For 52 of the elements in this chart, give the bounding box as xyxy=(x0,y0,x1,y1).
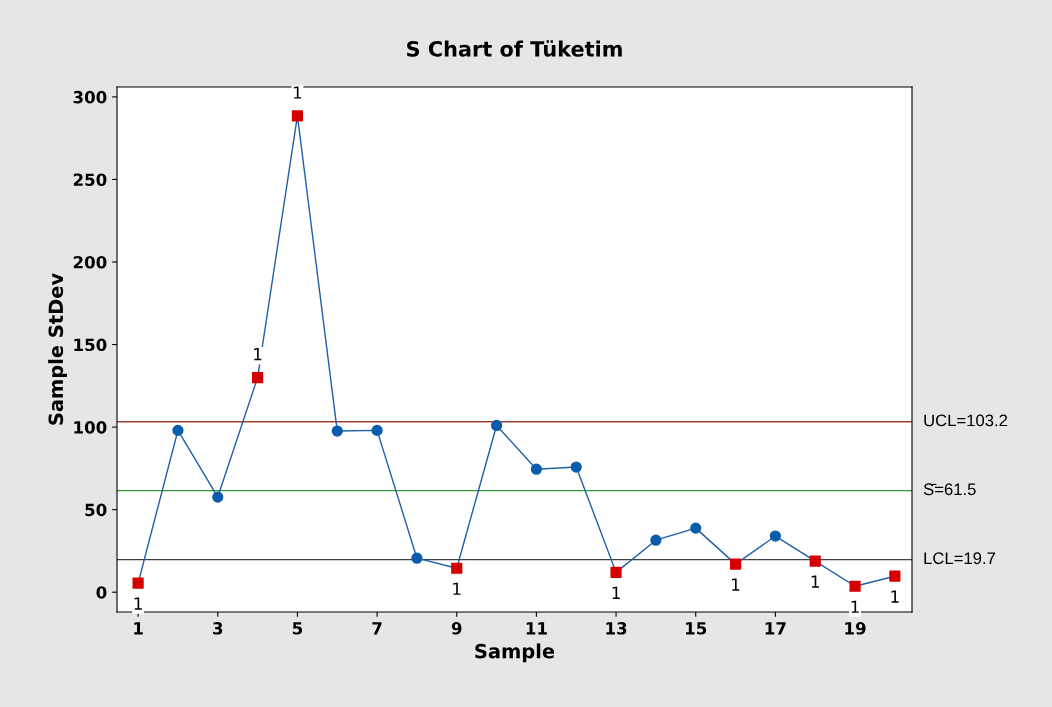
point xyxy=(650,534,662,546)
annotation: 1 xyxy=(811,575,819,588)
annotation: 1 xyxy=(612,586,620,599)
point xyxy=(172,424,184,437)
point xyxy=(809,555,821,567)
ref-line-label: LCL=19.7 xyxy=(924,552,996,565)
y-tick-label: 50 xyxy=(85,503,107,517)
x-tick-label: 15 xyxy=(686,622,707,635)
x-tick-label: 9 xyxy=(451,622,462,635)
x-tick-label: 11 xyxy=(526,622,547,635)
annotation: 1 xyxy=(293,86,302,99)
y-tick-label: 300 xyxy=(73,90,107,104)
point xyxy=(849,580,861,592)
y-tick-label: 250 xyxy=(73,173,107,187)
annotation: 1 xyxy=(134,597,142,610)
x-tick-label: 7 xyxy=(372,622,382,635)
x-tick-label: 13 xyxy=(606,622,627,635)
point xyxy=(371,424,383,437)
ref-line-label: S̄=61.5 xyxy=(923,483,976,496)
point xyxy=(132,577,144,589)
point xyxy=(251,371,264,384)
point xyxy=(769,530,781,542)
x-tick-label: 1 xyxy=(134,622,143,635)
point xyxy=(212,491,224,503)
point xyxy=(889,570,901,582)
annotation: 1 xyxy=(453,582,461,595)
point xyxy=(451,562,463,574)
annotation: 1 xyxy=(851,600,859,613)
y-tick-label: 100 xyxy=(74,421,107,434)
y-tick-label: 200 xyxy=(73,255,107,269)
annotation: 1 xyxy=(732,578,740,591)
annotation: 1 xyxy=(254,348,262,361)
x-tick-label: 5 xyxy=(292,622,303,635)
point xyxy=(729,558,742,570)
chart-title: S Chart of Tüketim xyxy=(407,40,622,57)
x-tick-label: 19 xyxy=(845,622,866,635)
point xyxy=(291,110,304,122)
annotation: 1 xyxy=(891,590,899,603)
point xyxy=(570,461,582,473)
y-tick-label: 0 xyxy=(96,586,107,599)
point xyxy=(331,425,343,437)
x-axis-title: Sample xyxy=(475,643,555,663)
x-tick-label: 3 xyxy=(213,622,223,635)
point xyxy=(530,463,543,475)
ref-line-label: UCL=103.2 xyxy=(924,414,1008,427)
point xyxy=(690,522,702,534)
y-tick-label: 150 xyxy=(74,338,107,352)
point xyxy=(610,566,622,578)
point xyxy=(411,552,423,564)
y-axis-title: Sample StDev xyxy=(48,273,67,425)
point xyxy=(490,419,503,432)
x-tick-label: 17 xyxy=(765,622,786,635)
